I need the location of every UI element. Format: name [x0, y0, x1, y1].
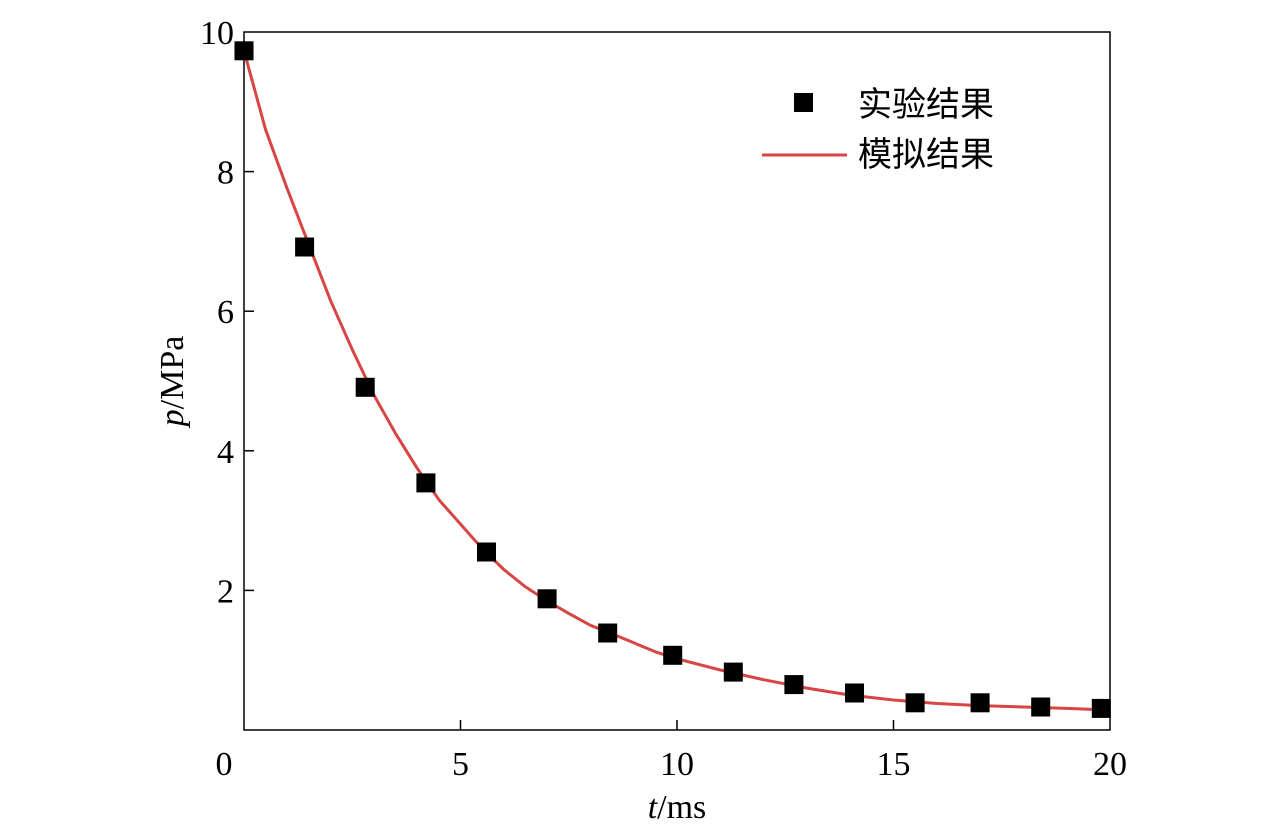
- y-axis-label: p/MPa: [154, 336, 191, 429]
- x-tick-label: 15: [877, 746, 911, 783]
- legend-label-experiment: 实验结果: [858, 85, 994, 125]
- data-point: [1031, 697, 1051, 717]
- y-tick-label: 4: [217, 434, 234, 471]
- data-point: [537, 589, 557, 609]
- data-point: [416, 473, 436, 493]
- x-axis-label-variable: t: [648, 789, 659, 826]
- y-axis-label-unit: /MPa: [154, 336, 191, 410]
- legend-marker-experiment: [794, 93, 813, 112]
- simulation-line: [242, 50, 1102, 712]
- y-tick-label: 10: [200, 15, 234, 52]
- x-tick-label: 20: [1093, 746, 1127, 783]
- x-axis-label: t/ms: [648, 789, 707, 826]
- data-point: [355, 377, 375, 397]
- y-tick-label: 6: [217, 294, 234, 331]
- data-point: [723, 662, 743, 682]
- x-axis-label-unit: /ms: [657, 789, 706, 826]
- data-point: [905, 693, 925, 713]
- data-point: [845, 683, 864, 703]
- data-point: [477, 542, 496, 562]
- x-tick-label: 10: [660, 746, 694, 783]
- data-point: [784, 675, 804, 695]
- y-tick-label: 8: [217, 155, 234, 192]
- legend-label-simulation: 模拟结果: [858, 135, 994, 175]
- y-tick-label: 2: [217, 573, 234, 610]
- data-point: [234, 41, 254, 61]
- series-simulation: [242, 50, 1102, 712]
- legend: 实验结果 模拟结果: [762, 85, 994, 175]
- x-tick-label: 0: [216, 746, 233, 783]
- x-axis-ticks: 0 5 10 15 20: [216, 720, 1127, 783]
- data-point: [970, 693, 990, 713]
- data-point: [1091, 698, 1111, 718]
- y-axis-label-variable: p: [154, 409, 191, 428]
- data-point: [663, 645, 683, 665]
- series-experiment: [234, 41, 1111, 718]
- data-point: [598, 623, 618, 643]
- x-tick-label: 5: [452, 746, 469, 783]
- y-axis-ticks: 2 4 6 8 10: [200, 15, 254, 610]
- data-point: [295, 237, 315, 257]
